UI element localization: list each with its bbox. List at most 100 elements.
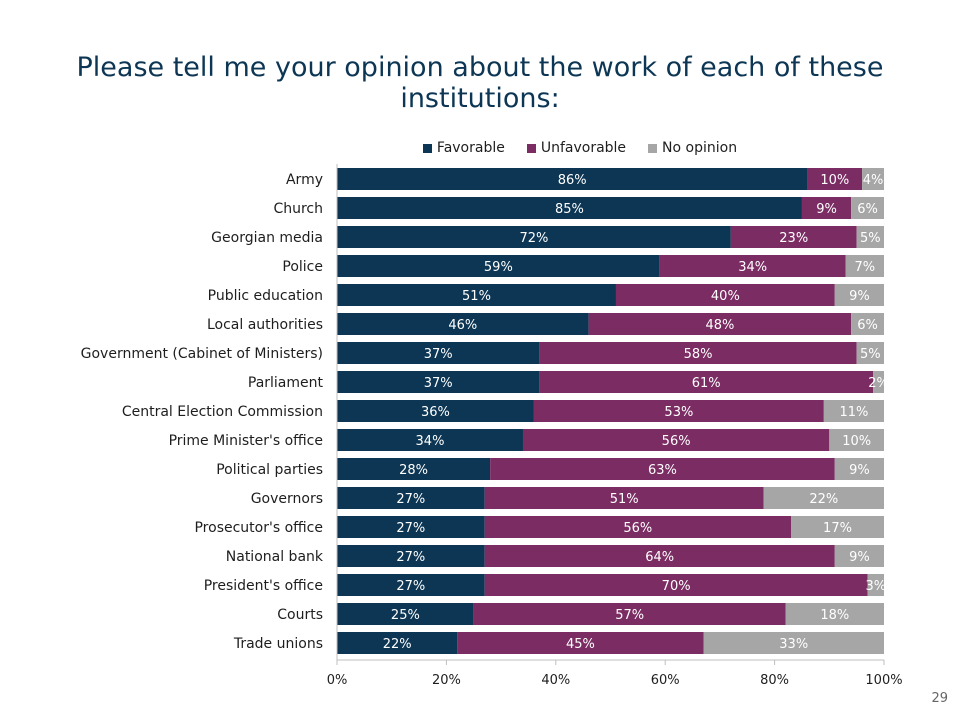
data-label: 4%	[863, 173, 884, 188]
bar-no-opinion	[867, 574, 884, 596]
data-label: 7%	[855, 260, 876, 275]
bar-favorable	[337, 313, 589, 335]
bar-no-opinion	[845, 255, 884, 277]
bar-favorable	[337, 197, 802, 219]
bar-favorable	[337, 429, 523, 451]
data-label: 37%	[424, 347, 453, 362]
data-label: 64%	[645, 550, 674, 565]
data-label: 46%	[448, 318, 477, 333]
data-label: 3%	[865, 579, 886, 594]
data-label: 6%	[857, 202, 878, 217]
category-label: Local authorities	[207, 317, 323, 333]
bar-no-opinion	[703, 632, 884, 654]
category-label: Parliament	[248, 375, 324, 391]
legend-swatch	[526, 143, 536, 153]
data-label: 18%	[820, 608, 849, 623]
bar-no-opinion	[873, 371, 884, 393]
bar-unfavorable	[588, 313, 852, 335]
bar-no-opinion	[862, 168, 884, 190]
legend-swatch	[422, 143, 432, 153]
bar-unfavorable	[490, 458, 835, 480]
legend-item: Unfavorable	[526, 138, 626, 158]
data-label: 22%	[383, 637, 412, 652]
category-label: Courts	[277, 607, 323, 623]
bar-unfavorable	[457, 632, 704, 654]
bar-unfavorable	[533, 400, 824, 422]
category-label: Trade unions	[233, 636, 323, 652]
bar-no-opinion	[851, 313, 884, 335]
legend-label: Favorable	[436, 140, 505, 156]
data-label: 22%	[809, 492, 838, 507]
bar-unfavorable	[615, 284, 835, 306]
data-label: 57%	[615, 608, 644, 623]
bar-no-opinion	[856, 342, 884, 364]
data-label: 51%	[462, 289, 491, 304]
data-label: 86%	[558, 173, 587, 188]
bar-unfavorable	[807, 168, 863, 190]
bar-unfavorable	[730, 226, 857, 248]
category-label: Prosecutor's office	[194, 520, 323, 536]
legend-item: No opinion	[648, 138, 737, 158]
data-label: 33%	[779, 637, 808, 652]
page-number: 29	[931, 691, 948, 706]
bar-no-opinion	[785, 603, 884, 625]
data-label: 5%	[860, 231, 881, 246]
bar-unfavorable	[659, 255, 846, 277]
bar-no-opinion	[834, 545, 884, 567]
bar-favorable	[337, 371, 540, 393]
category-label: National bank	[226, 549, 324, 565]
bar-unfavorable	[484, 516, 792, 538]
data-label: 34%	[738, 260, 767, 275]
category-label: Government (Cabinet of Ministers)	[81, 346, 323, 362]
data-label: 28%	[399, 463, 428, 478]
data-label: 37%	[424, 376, 453, 391]
x-tick-label: 60%	[651, 673, 680, 688]
category-label: Political parties	[216, 462, 323, 478]
data-label: 10%	[842, 434, 871, 449]
data-label: 27%	[396, 550, 425, 565]
x-tick-label: 80%	[760, 673, 789, 688]
x-tick-label: 100%	[865, 673, 902, 688]
data-label: 56%	[623, 521, 652, 536]
bar-no-opinion	[829, 429, 884, 451]
data-label: 56%	[662, 434, 691, 449]
bar-unfavorable	[473, 603, 786, 625]
data-label: 27%	[396, 521, 425, 536]
bar-favorable	[337, 574, 485, 596]
x-tick-label: 40%	[541, 673, 570, 688]
data-label: 25%	[391, 608, 420, 623]
data-label: 5%	[860, 347, 881, 362]
data-label: 72%	[519, 231, 548, 246]
bar-unfavorable	[522, 429, 830, 451]
data-label: 9%	[816, 202, 837, 217]
data-label: 53%	[664, 405, 693, 420]
category-label: Public education	[208, 288, 323, 304]
legend-label: No opinion	[662, 140, 738, 156]
bar-favorable	[337, 487, 485, 509]
data-label: 27%	[396, 579, 425, 594]
data-label: 59%	[484, 260, 513, 275]
bar-unfavorable	[539, 371, 874, 393]
chart-legend: Favorable Unfavorable No opinion	[0, 138, 960, 158]
data-label: 9%	[849, 550, 870, 565]
data-label: 45%	[566, 637, 595, 652]
bar-favorable	[337, 458, 491, 480]
legend-item: Favorable	[422, 138, 505, 158]
chart-title: Please tell me your opinion about the wo…	[76, 52, 884, 114]
bar-favorable	[337, 168, 808, 190]
data-label: 17%	[823, 521, 852, 536]
bar-no-opinion	[856, 226, 884, 248]
data-label: 23%	[779, 231, 808, 246]
data-label: 6%	[857, 318, 878, 333]
x-tick-label: 0%	[327, 673, 348, 688]
bar-favorable	[337, 545, 485, 567]
bar-no-opinion	[851, 197, 884, 219]
x-tick-label: 20%	[432, 673, 461, 688]
bar-no-opinion	[763, 487, 884, 509]
bar-no-opinion	[823, 400, 884, 422]
data-label: 40%	[711, 289, 740, 304]
data-label: 36%	[421, 405, 450, 420]
bar-no-opinion	[791, 516, 884, 538]
bar-favorable	[337, 284, 616, 306]
